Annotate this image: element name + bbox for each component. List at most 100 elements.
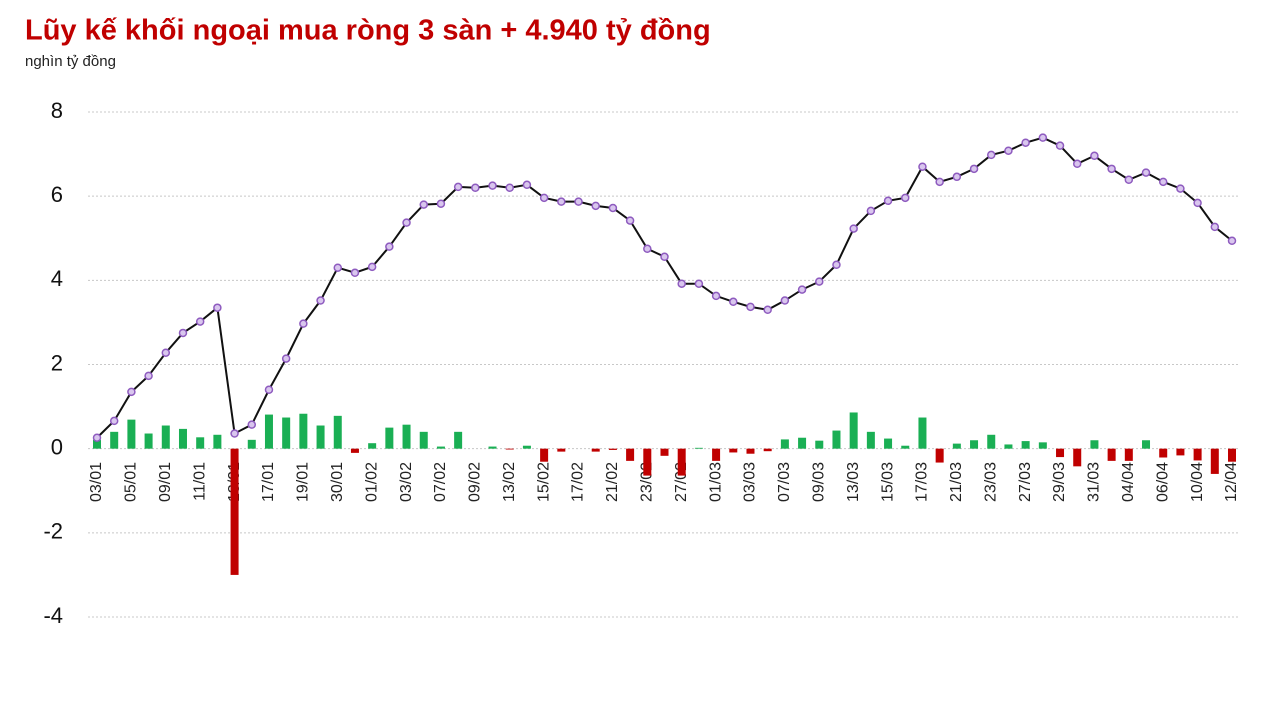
line-marker	[350, 268, 360, 278]
line-marker	[694, 279, 704, 288]
line-marker	[419, 200, 428, 209]
bar	[1004, 444, 1013, 449]
line-marker	[1072, 159, 1082, 169]
x-tick-label: 09/02	[467, 462, 484, 502]
line-marker	[539, 193, 549, 203]
chart-subtitle: nghìn tỷ đồng	[25, 53, 116, 70]
y-tick-label: 6	[51, 182, 63, 207]
line-marker	[505, 183, 514, 192]
x-tick-label: 17/01	[260, 462, 277, 502]
line-marker	[1141, 168, 1151, 177]
line-marker	[660, 252, 669, 262]
line-marker	[471, 183, 480, 192]
line-marker	[1004, 146, 1013, 155]
y-tick-label: -4	[43, 603, 63, 628]
line-marker	[385, 242, 394, 251]
line-marker	[333, 263, 343, 272]
x-tick-label: 09/01	[157, 462, 174, 502]
bar	[729, 448, 738, 453]
x-tick-label: 04/04	[1120, 462, 1137, 502]
x-tick-label: 05/01	[123, 462, 140, 502]
x-tick-label: 07/03	[776, 462, 793, 502]
line-marker	[1090, 151, 1099, 161]
line-marker	[1176, 184, 1185, 193]
bar	[1176, 448, 1185, 456]
bar	[643, 448, 652, 476]
line-marker	[780, 296, 790, 305]
bar	[264, 414, 273, 449]
chart-title: Lũy kế khối ngoại mua ròng 3 sàn + 4.940…	[25, 15, 711, 47]
line-marker	[815, 277, 824, 286]
x-tick-label: 09/03	[810, 462, 827, 502]
line-marker	[729, 297, 738, 307]
line-marker	[918, 162, 927, 171]
x-tick-label: 15/02	[535, 462, 552, 502]
bar	[385, 427, 394, 449]
line-marker	[625, 216, 635, 225]
bar	[333, 415, 342, 449]
line-marker	[1124, 175, 1134, 185]
bar	[196, 437, 205, 449]
bar	[110, 431, 119, 449]
x-tick-label: 03/01	[88, 462, 105, 502]
bar	[918, 417, 927, 449]
bar	[1142, 440, 1151, 449]
line-marker	[608, 203, 618, 213]
bar	[987, 434, 996, 449]
bar	[1159, 448, 1168, 458]
bar	[901, 445, 910, 449]
bar	[1107, 448, 1116, 461]
line-marker	[557, 197, 566, 206]
bar	[316, 425, 325, 449]
x-tick-label: 17/02	[570, 462, 587, 502]
bar	[350, 448, 359, 453]
bar	[368, 443, 377, 449]
line-marker	[1107, 164, 1116, 174]
x-tick-label: 10/04	[1189, 462, 1206, 502]
bar	[660, 448, 669, 456]
line-marker	[281, 354, 291, 363]
bar	[93, 439, 101, 449]
y-tick-label: 8	[51, 98, 63, 123]
bar	[144, 433, 153, 449]
bar	[608, 448, 617, 450]
y-tick-label: 2	[51, 350, 63, 375]
bar	[677, 448, 686, 476]
line-marker	[797, 285, 807, 294]
x-tick-label: 13/03	[845, 462, 862, 502]
bar	[832, 430, 841, 449]
line-marker	[1038, 133, 1048, 142]
line-marker	[247, 420, 257, 429]
line-marker	[763, 305, 772, 315]
x-tick-label: 31/03	[1086, 462, 1103, 502]
bar	[884, 438, 893, 449]
x-tick-label: 17/03	[914, 462, 931, 502]
line-marker	[866, 206, 876, 216]
x-tick-label: 01/02	[363, 462, 380, 502]
x-tick-label: 19/01	[295, 462, 312, 502]
bar	[798, 437, 807, 449]
line-marker	[935, 177, 944, 187]
line-marker	[677, 279, 686, 288]
bar	[1056, 448, 1065, 458]
line-marker	[952, 172, 962, 182]
bar	[866, 431, 875, 449]
line-marker	[522, 180, 532, 190]
x-tick-label: 06/04	[1154, 462, 1171, 502]
x-tick-label: 21/03	[948, 462, 965, 502]
bar	[970, 440, 979, 449]
line-marker	[230, 429, 239, 438]
bar	[282, 417, 291, 449]
x-tick-label: 12/04	[1223, 462, 1240, 502]
bar	[1228, 448, 1236, 462]
bar	[746, 448, 755, 454]
line-marker	[299, 319, 308, 328]
bar	[436, 446, 445, 449]
bar	[557, 448, 566, 452]
line-marker	[92, 433, 102, 442]
x-tick-label: 03/03	[742, 462, 759, 502]
bar	[522, 445, 531, 449]
bar	[952, 443, 961, 449]
line-marker	[453, 182, 463, 192]
line-marker	[213, 303, 222, 312]
